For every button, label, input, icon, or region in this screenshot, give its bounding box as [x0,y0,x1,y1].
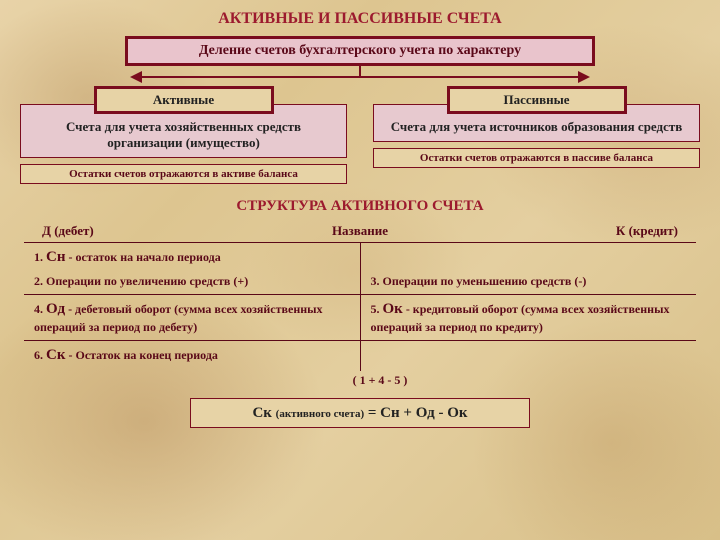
active-label: Активные [94,86,274,114]
final-formula: Ск (активного счета) = Сн + Од - Ок [190,398,530,428]
cell-5: 5. Ок - кредитовый оборот (сумма всех хо… [361,295,697,340]
active-column: Активные Счета для учета хозяйственных с… [20,86,347,184]
formula-note: ( 1 + 4 - 5 ) [20,373,700,388]
cell-1-2: 1. Сн - остаток на начало периода 2. Опе… [24,243,361,294]
active-note: Остатки счетов отражаются в активе балан… [20,164,347,184]
th-credit: К (кредит) [466,223,678,239]
cell-4: 4. Од - дебетовый оборот (сумма всех хоз… [24,295,361,340]
cell-empty [361,341,697,371]
passive-column: Пассивные Счета для учета источников обр… [373,86,700,184]
root-box: Деление счетов бухгалтерского учета по х… [125,36,595,66]
final-sub: (активного счета) [276,408,364,420]
th-name: Название [254,223,466,239]
passive-note: Остатки счетов отражаются в пассиве бала… [373,148,700,168]
main-title: АКТИВНЫЕ И ПАССИВНЫЕ СЧЕТА [20,10,700,28]
passive-label: Пассивные [447,86,627,114]
structure-table: 1. Сн - остаток на начало периода 2. Опе… [24,242,696,371]
section-title: СТРУКТУРА АКТИВНОГО СЧЕТА [20,198,700,215]
th-debit: Д (дебет) [42,223,254,239]
table-head: Д (дебет) Название К (кредит) [20,223,700,242]
cell-3: 3. Операции по уменьшению средств (-) [361,243,697,294]
cell-6: 6. Ск - Остаток на конец периода [24,341,361,371]
